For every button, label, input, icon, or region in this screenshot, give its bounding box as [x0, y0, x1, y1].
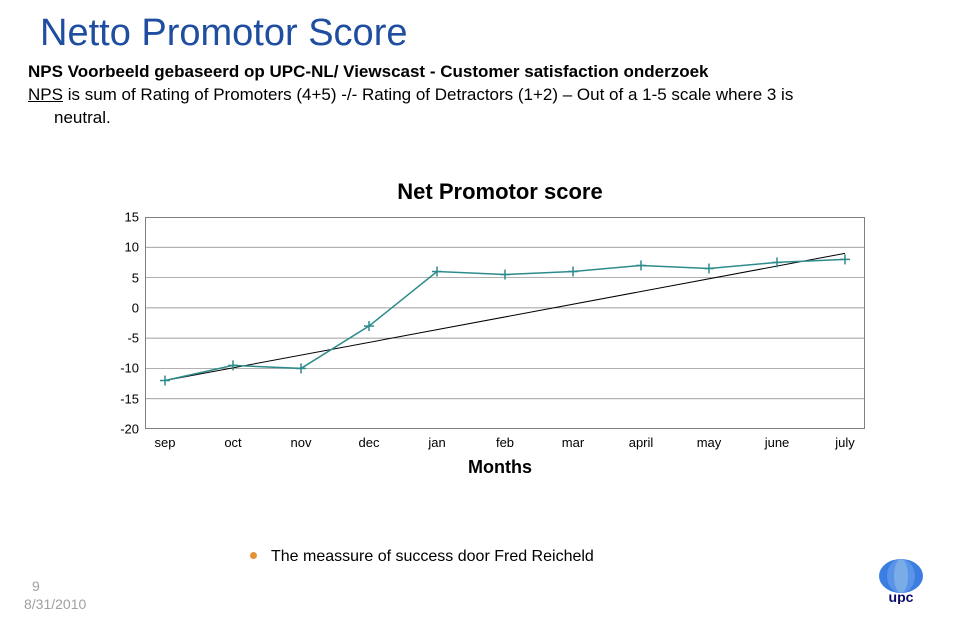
x-axis-title: Months [105, 457, 895, 478]
description-paragraph: NPS Voorbeeld gebaseerd op UPC-NL/ Views… [0, 61, 960, 130]
logo-shell-icon [879, 559, 923, 593]
x-tick-label: oct [224, 435, 241, 450]
page-number: 9 [32, 578, 40, 594]
chart-title: Net Promotor score [105, 179, 895, 205]
para-rest: is sum of Rating of Promoters (4+5) -/- … [63, 85, 793, 104]
logo-text: upc [889, 589, 914, 604]
y-tick-label: 5 [109, 270, 139, 285]
para-nps-underline: NPS [28, 85, 63, 104]
x-tick-label: sep [155, 435, 176, 450]
x-tick-label: april [629, 435, 654, 450]
y-tick-label: 15 [109, 210, 139, 225]
bullet-dot-icon [250, 552, 257, 559]
x-tick-label: june [765, 435, 790, 450]
x-tick-label: mar [562, 435, 584, 450]
footer-date: 8/31/2010 [24, 596, 86, 612]
para-bold-line: NPS Voorbeeld gebaseerd op UPC-NL/ Views… [28, 62, 708, 81]
y-tick-label: -20 [109, 422, 139, 437]
upc-logo: upc [872, 556, 930, 604]
nps-chart: Net Promotor score sep oct nov dec jan feb mar… [105, 175, 895, 505]
y-tick-label: 0 [109, 300, 139, 315]
x-tick-label: jan [428, 435, 445, 450]
bullet-citation: The meassure of success door Fred Reiche… [250, 548, 594, 566]
chart-plot [145, 217, 865, 429]
y-tick-label: -10 [109, 361, 139, 376]
page-title: Netto Promotor Score [0, 0, 960, 61]
y-tick-label: -5 [109, 331, 139, 346]
y-tick-label: -15 [109, 391, 139, 406]
y-tick-label: 10 [109, 240, 139, 255]
x-axis-labels: sep oct nov dec jan feb mar april may june july [145, 435, 865, 453]
para-indent: neutral. [28, 107, 111, 130]
x-tick-label: may [697, 435, 722, 450]
x-tick-label: feb [496, 435, 514, 450]
x-tick-label: july [835, 435, 855, 450]
x-tick-label: nov [291, 435, 312, 450]
x-tick-label: dec [359, 435, 380, 450]
bullet-text: The meassure of success door Fred Reiche… [271, 548, 594, 565]
